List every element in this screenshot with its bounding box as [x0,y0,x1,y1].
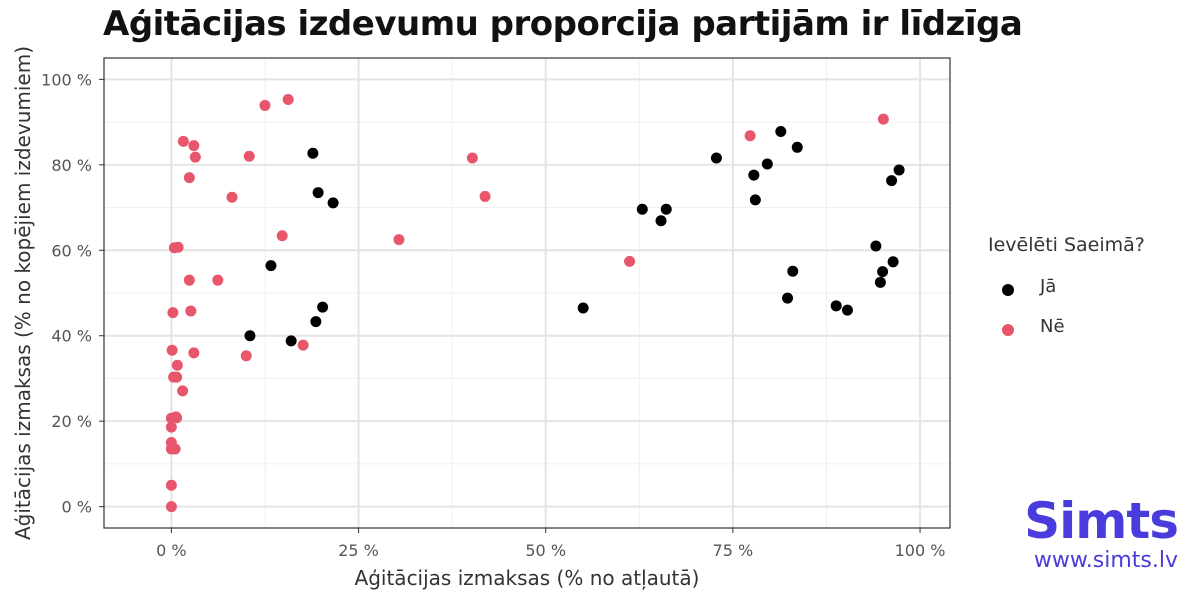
point-ja [782,292,794,304]
point-ne [479,190,491,202]
point-ja [636,203,648,215]
major-gridlines [104,58,950,528]
x-tick-label: 75 % [713,541,754,560]
point-ja [787,265,799,277]
point-ne [171,359,183,371]
point-ne [172,241,184,253]
point-ne [177,385,189,397]
point-ja [893,164,905,176]
legend-label-ne: Nē [1040,316,1065,337]
point-ne [466,152,478,164]
data-points [165,93,905,513]
point-ne [188,347,200,359]
point-ne [282,93,294,105]
legend: Ievēlēti Saeimā? Jā Nē [988,234,1145,350]
plot-panel-border [103,57,951,529]
point-ne [226,191,238,203]
y-tick-label: 20 % [51,412,92,431]
point-ja [886,175,898,187]
point-ja [877,266,889,278]
point-ne [240,350,252,362]
point-ne [165,501,177,513]
x-tick-label: 0 % [156,541,186,560]
point-ja [749,194,761,206]
legend-label-ja: Jā [1040,276,1057,297]
point-ne [188,140,200,152]
point-ne [877,113,889,125]
legend-item-ja: Jā [988,270,1145,310]
chart-title: Aģitācijas izdevumu proporcija partijām … [103,4,1023,44]
point-ne [167,307,179,319]
minor-gridlines [104,58,950,528]
y-tick-label: 100 % [41,70,92,89]
point-ne [177,135,189,147]
point-ne [183,274,195,286]
point-ne [243,150,255,162]
x-tick-label: 50 % [525,541,566,560]
point-ne [169,443,181,455]
point-ja [748,169,760,181]
point-ja [265,260,277,272]
y-tick-label: 80 % [51,156,92,175]
point-ja [310,316,322,328]
point-ja [874,276,886,288]
y-axis-label: Aģitācijas izmaksas (% no kopējiem izdev… [11,46,35,540]
legend-dot-ja [1002,284,1014,296]
x-axis-ticks: 0 % 25 % 50 % 75 % 100 % [156,528,945,560]
point-ja [244,330,256,342]
point-ja [775,125,787,137]
point-ne [170,411,182,423]
brand-logo: Simts www.simts.lv [1024,492,1179,574]
point-ne [624,255,636,267]
y-tick-label: 40 % [51,327,92,346]
point-ne [259,99,271,111]
brand-url: www.simts.lv [1033,548,1178,573]
point-ne [166,344,178,356]
point-ja [327,197,339,209]
legend-item-ne: Nē [988,310,1145,350]
x-tick-label: 25 % [338,541,379,560]
point-ja [577,302,589,314]
point-ne [297,339,309,351]
point-ja [761,158,773,170]
point-ja [887,256,899,268]
point-ne [171,371,183,383]
y-tick-label: 0 % [62,498,92,517]
point-ja [870,240,882,252]
point-ne [189,151,201,163]
brand-name: Simts [1024,492,1179,550]
y-tick-label: 60 % [51,241,92,260]
y-axis-ticks: 0 % 20 % 40 % 60 % 80 % 100 % [41,70,104,517]
legend-title: Ievēlēti Saeimā? [988,234,1145,256]
point-ja [841,304,853,316]
point-ne [393,234,405,246]
point-ne [276,230,288,242]
point-ne [185,305,197,317]
point-ne [744,130,756,142]
point-ja [660,203,672,215]
point-ne [165,479,177,491]
point-ja [307,147,319,159]
point-ja [710,152,722,164]
point-ne [165,421,177,433]
point-ja [312,187,324,199]
point-ja [317,301,329,313]
point-ne [212,274,224,286]
point-ja [830,300,842,312]
point-ne [183,172,195,184]
point-ja [285,335,297,347]
x-axis-label: Aģitācijas izmaksas (% no atļautā) [355,566,700,590]
x-tick-label: 100 % [895,541,946,560]
legend-dot-ne [1002,324,1014,336]
point-ja [791,141,803,153]
point-ja [655,215,667,227]
